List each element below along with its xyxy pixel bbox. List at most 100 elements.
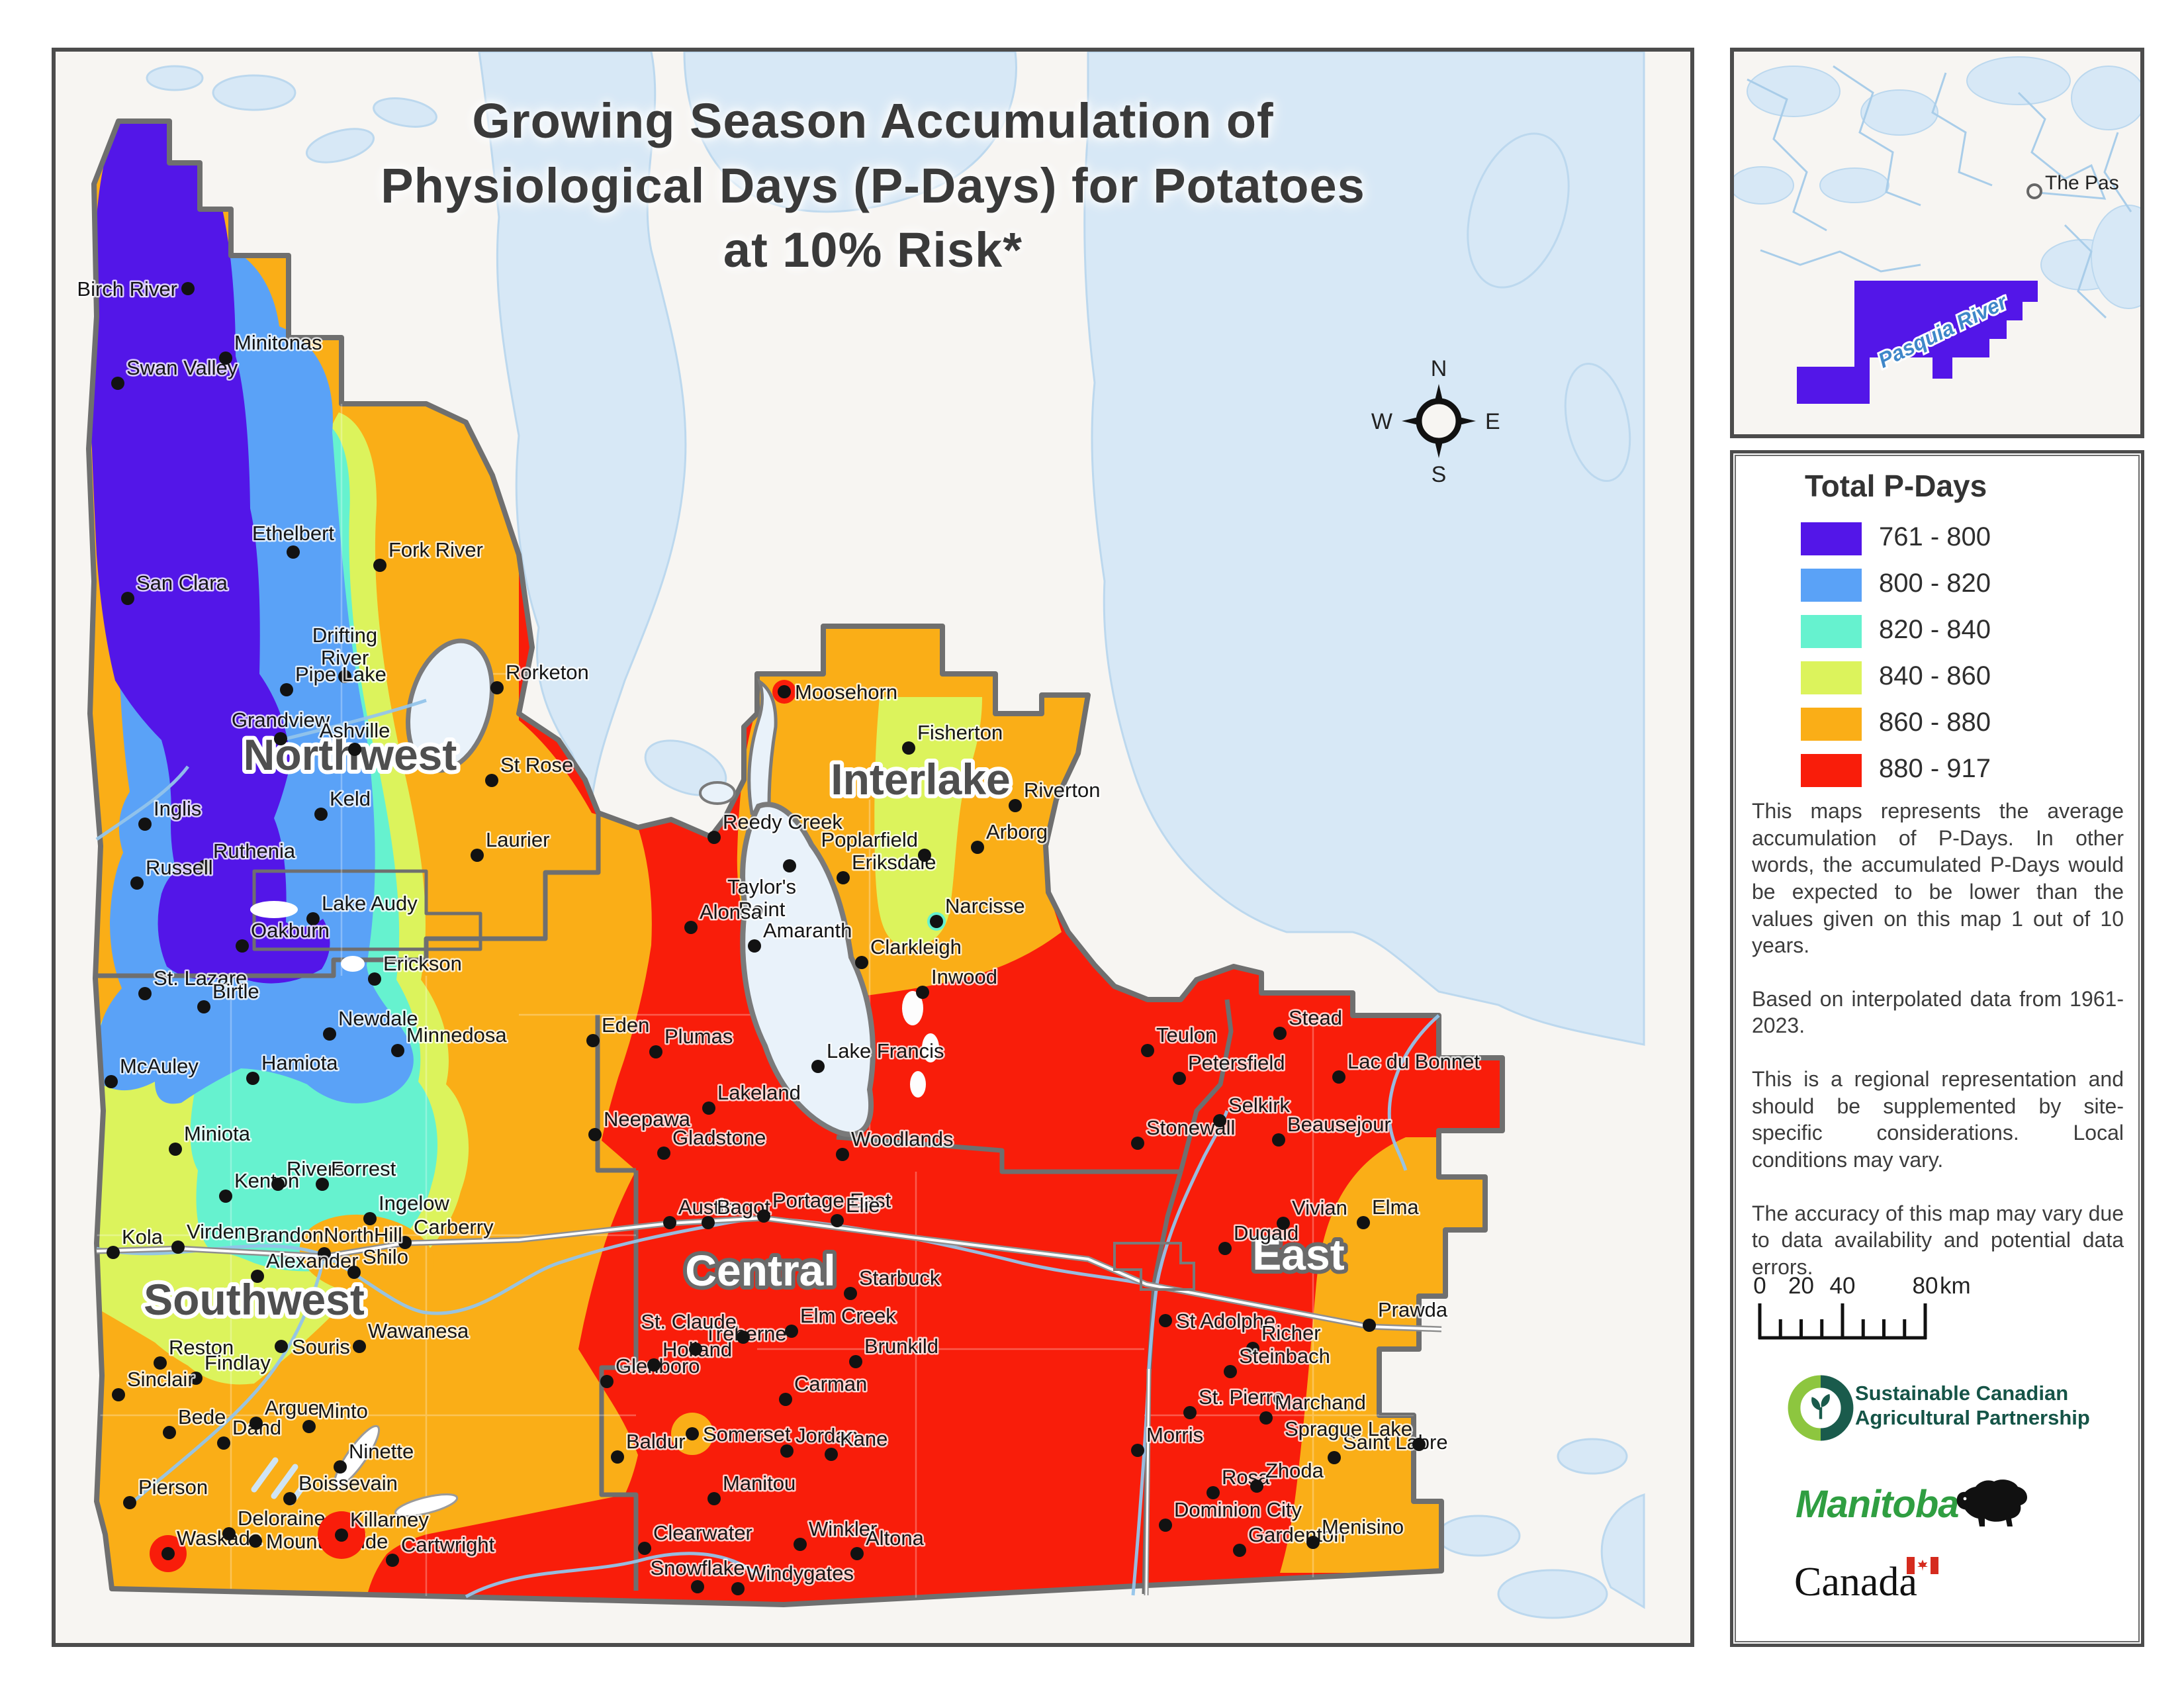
city-label: Inglis [154,797,201,820]
city-marker: Reston [154,1335,236,1370]
city-dot [105,1075,118,1088]
city-dot [686,1427,699,1440]
city-label: Killarney [350,1508,429,1531]
city-dot [731,1582,745,1595]
city-marker: Deloraine [222,1505,327,1540]
city-dot [649,1045,662,1058]
city-dot [837,871,850,884]
city-marker: Portage East [757,1188,893,1223]
city-label: Steinbach [1239,1344,1330,1368]
city-marker: Swan Valley [111,355,240,390]
city-marker: Virden [171,1219,248,1254]
city-label: Woodlands [851,1127,954,1150]
city-dot [794,1538,807,1551]
map-svg: N S W E NorthwestSouthwestCentralInterla… [56,52,1690,1643]
city-dot [707,1492,721,1505]
city-marker: Jordan [780,1423,860,1458]
city-marker: Prawda [1363,1297,1449,1332]
city-label: Souris [292,1335,350,1358]
bison-icon [1956,1479,2027,1526]
canada-flag-icon [1907,1557,1938,1574]
legend-item-label: 820 - 840 [1879,615,1991,644]
city-dot [638,1542,651,1555]
city-marker: Kenton [219,1168,301,1203]
city-marker: Reedy Creek [707,809,844,844]
city-dot [334,1460,347,1474]
city-marker: St Adolphe [1159,1308,1277,1335]
city-label: Ninette [349,1440,414,1463]
city-dot [689,1342,702,1356]
city-dot [588,1128,602,1141]
city-dot [398,1236,412,1249]
city-label: Starbuck [859,1266,940,1289]
map-title-line1: Growing Season Accumulation of [472,93,1274,148]
city-label: Bede [178,1405,226,1429]
legend-swatch [1801,754,1862,787]
city-dot [249,1534,262,1548]
region-label-east: East [1252,1230,1344,1279]
city-dot [347,1266,361,1279]
city-label: Jordan [796,1424,858,1447]
city-label: Petersfield [1188,1051,1285,1074]
city-marker: Morris [1131,1422,1205,1457]
city-marker: Saint Labre [1328,1429,1449,1464]
city-dot [283,1492,296,1505]
city-dot [836,1148,849,1161]
city-label: Carman [794,1372,867,1395]
city-marker: Altona [850,1525,926,1560]
city-marker: Somerset [671,1413,793,1455]
city-marker: Neepawa [588,1106,692,1141]
city-marker: Lakeland [702,1080,802,1115]
city-label: Alonsa [700,900,763,923]
city-marker: Oakburn [236,917,331,953]
city-marker: BrandonNorthHill [244,1222,404,1260]
city-marker: Sinclair [112,1366,196,1401]
city-label: Menisino [1322,1515,1404,1538]
city-marker: Kola [107,1224,165,1259]
city-label: Miniota [184,1122,251,1145]
inset-highlight-region [1797,281,2038,404]
city-dot [1306,1536,1320,1549]
city-dot [1183,1406,1197,1419]
city-label: St. Pierre [1199,1385,1284,1409]
city-marker: Plumas [649,1023,735,1058]
city-dot [1273,1027,1287,1040]
city-marker: Waskada [150,1525,263,1572]
city-label: Hamiota [261,1051,338,1074]
legend-notes: This maps represents the average accumul… [1752,798,2124,1307]
city-dot [219,1190,232,1203]
city-dot [138,818,152,831]
city-dot [1224,1365,1237,1378]
city-dot [391,1044,404,1057]
city-label: Lake Audy [322,892,418,915]
city-marker: Dominion City [1159,1497,1304,1532]
canada-wordmark: Canada [1794,1560,1917,1605]
city-dot [323,1027,336,1041]
city-label: Inwood [931,965,997,988]
region-label-interlake: Interlake [831,755,1010,804]
city-marker: Starbuck [844,1265,942,1300]
city-dot [197,1000,210,1013]
city-label: Minnedosa [406,1023,507,1047]
city-label: Virden [187,1220,246,1243]
city-label: Laurier [486,828,550,851]
city-label: Kola [122,1225,163,1248]
legend-panel: Total P-Days 761 - 800 800 - 820 820 - 840… [1730,450,2144,1647]
city-marker: St Rose [485,752,575,787]
city-label: Narcisse [945,894,1025,917]
scale-unit: km [1940,1273,1971,1299]
city-label: Ethelbert [252,522,334,545]
city-marker: Lake Audy [306,890,420,925]
city-dot [1173,1072,1186,1085]
legend-item: 880 - 917 [1733,749,2141,795]
city-label: St Rose [500,753,573,776]
city-label: Prawda [1378,1298,1448,1321]
city-dot [1363,1319,1376,1332]
city-dot [373,559,387,572]
city-marker: Rorketon [490,659,590,694]
city-marker: Selkirk [1213,1092,1292,1127]
city-marker: Clearwater [638,1520,754,1555]
highways [96,1215,1442,1596]
legend-items: 761 - 800 800 - 820 820 - 840 840 - 860 860 … [1733,517,2141,795]
city-marker: Taylor's Point [725,859,798,923]
